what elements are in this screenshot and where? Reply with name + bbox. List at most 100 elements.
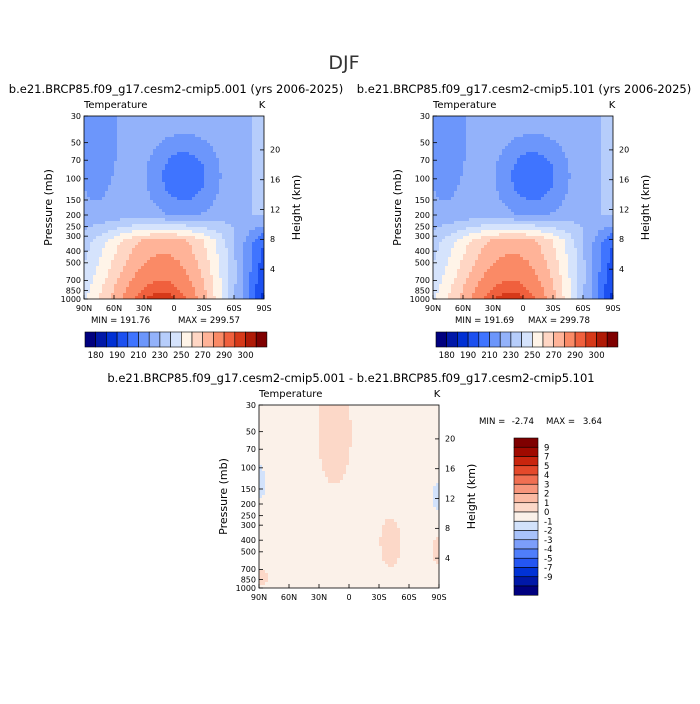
contour-cell bbox=[204, 134, 208, 138]
contour-cell bbox=[210, 224, 214, 228]
contour-cell bbox=[439, 131, 443, 135]
contour-cell bbox=[544, 176, 548, 180]
contour-cell bbox=[90, 245, 94, 249]
contour-cell bbox=[132, 215, 136, 219]
contour-cell bbox=[96, 263, 100, 267]
contour-cell bbox=[213, 140, 217, 144]
contour-cell bbox=[162, 224, 166, 228]
contour-cell bbox=[258, 197, 262, 201]
contour-cell bbox=[162, 203, 166, 207]
contour-cell bbox=[460, 155, 464, 159]
contour-cell bbox=[108, 134, 112, 138]
contour-cell bbox=[442, 146, 446, 150]
contour-cell bbox=[132, 125, 136, 129]
contour-cell bbox=[195, 287, 199, 291]
contour-cell bbox=[583, 131, 587, 135]
contour-cell bbox=[180, 164, 184, 168]
contour-cell bbox=[234, 152, 238, 156]
contour-cell bbox=[111, 203, 115, 207]
contour-cell bbox=[96, 269, 100, 273]
contour-cell bbox=[252, 131, 256, 135]
contour-cell bbox=[219, 257, 223, 261]
contour-cell bbox=[439, 134, 443, 138]
contour-cell bbox=[589, 131, 593, 135]
contour-cell bbox=[156, 182, 160, 186]
contour-cell bbox=[135, 176, 139, 180]
contour-cell bbox=[84, 257, 88, 261]
contour-cell bbox=[231, 251, 235, 255]
contour-cell bbox=[162, 179, 166, 183]
contour-cell bbox=[114, 227, 118, 231]
contour-cell bbox=[84, 119, 88, 123]
contour-cell bbox=[442, 161, 446, 165]
contour-cell bbox=[469, 155, 473, 159]
contour-cell bbox=[132, 251, 136, 255]
contour-cell bbox=[508, 116, 512, 120]
contour-cell bbox=[201, 266, 205, 270]
contour-cell bbox=[129, 281, 133, 285]
contour-cell bbox=[237, 245, 241, 249]
contour-cell bbox=[174, 137, 178, 141]
contour-cell bbox=[141, 218, 145, 222]
contour-cell bbox=[249, 176, 253, 180]
contour-cell bbox=[204, 224, 208, 228]
contour-cell bbox=[135, 149, 139, 153]
contour-cell bbox=[195, 152, 199, 156]
contour-cell bbox=[204, 266, 208, 270]
contour-cell bbox=[156, 116, 160, 120]
contour-cell bbox=[87, 161, 91, 165]
contour-cell bbox=[177, 281, 181, 285]
contour-cell bbox=[108, 257, 112, 261]
contour-cell bbox=[255, 155, 259, 159]
contour-cell bbox=[171, 152, 175, 156]
contour-cell bbox=[177, 269, 181, 273]
contour-cell bbox=[493, 173, 497, 177]
contour-cell bbox=[192, 254, 196, 258]
contour-cell bbox=[571, 143, 575, 147]
contour-cell bbox=[246, 131, 250, 135]
contour-cell bbox=[517, 149, 521, 153]
contour-cell bbox=[147, 287, 151, 291]
contour-cell bbox=[147, 194, 151, 198]
contour-cell bbox=[604, 152, 608, 156]
contour-cell bbox=[168, 221, 172, 225]
contour-cell bbox=[240, 263, 244, 267]
contour-cell bbox=[243, 134, 247, 138]
contour-cell bbox=[478, 146, 482, 150]
contour-cell bbox=[598, 128, 602, 132]
contour-cell bbox=[237, 221, 241, 225]
contour-cell bbox=[216, 116, 220, 120]
contour-cell bbox=[448, 125, 452, 129]
contour-cell bbox=[114, 191, 118, 195]
contour-cell bbox=[481, 164, 485, 168]
contour-cell bbox=[568, 173, 572, 177]
contour-cell bbox=[108, 281, 112, 285]
contour-cell bbox=[481, 131, 485, 135]
contour-cell bbox=[102, 221, 106, 225]
contour-cell bbox=[243, 146, 247, 150]
contour-cell bbox=[93, 125, 97, 129]
contour-cell bbox=[580, 170, 584, 174]
contour-cell bbox=[165, 260, 169, 264]
contour-cell bbox=[240, 206, 244, 210]
contour-cell bbox=[159, 203, 163, 207]
contour-cell bbox=[141, 137, 145, 141]
contour-cell bbox=[165, 149, 169, 153]
contour-cell bbox=[568, 125, 572, 129]
contour-cell bbox=[529, 137, 533, 141]
contour-cell bbox=[177, 173, 181, 177]
contour-cell bbox=[156, 221, 160, 225]
contour-cell bbox=[186, 146, 190, 150]
contour-cell bbox=[243, 119, 247, 123]
contour-cell bbox=[204, 239, 208, 243]
contour-cell bbox=[571, 152, 575, 156]
contour-cell bbox=[451, 176, 455, 180]
contour-cell bbox=[577, 125, 581, 129]
contour-cell bbox=[201, 215, 205, 219]
contour-cell bbox=[213, 131, 217, 135]
contour-cell bbox=[589, 125, 593, 129]
contour-cell bbox=[141, 161, 145, 165]
contour-cell bbox=[204, 203, 208, 207]
contour-cell bbox=[141, 128, 145, 132]
contour-cell bbox=[490, 125, 494, 129]
